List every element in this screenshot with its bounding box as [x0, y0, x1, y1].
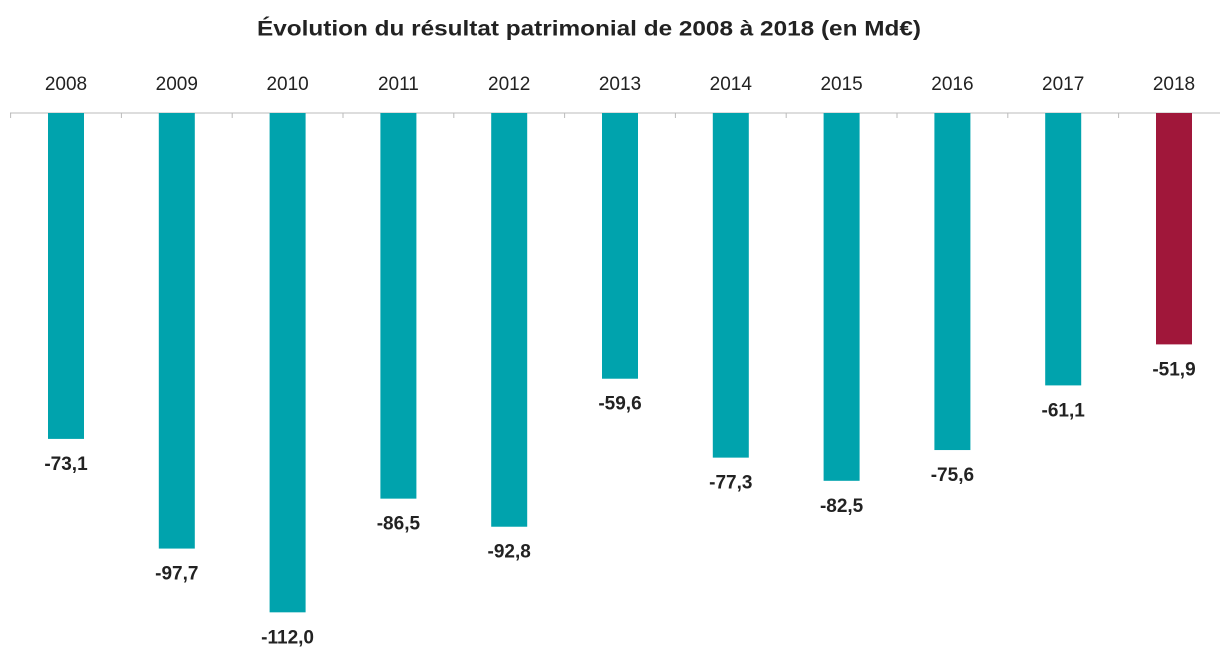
- chart-title: Évolution du résultat patrimonial de 200…: [257, 18, 921, 41]
- x-tick-label: 2017: [1042, 74, 1084, 95]
- bar: [48, 113, 84, 439]
- value-label: -97,7: [155, 564, 198, 585]
- x-tick-label: 2009: [156, 74, 198, 95]
- value-label: -82,5: [820, 496, 864, 517]
- bar: [712, 113, 749, 458]
- bar: [491, 113, 528, 527]
- bar: [602, 113, 638, 379]
- x-tick-label: 2015: [820, 74, 862, 95]
- bar: [158, 113, 195, 549]
- x-tick-label: 2011: [378, 74, 419, 95]
- value-label: -59,6: [598, 394, 641, 415]
- value-label: -92,8: [488, 542, 531, 563]
- value-label: -86,5: [377, 514, 421, 535]
- bar: [1156, 113, 1192, 345]
- value-label: -73,1: [44, 454, 88, 475]
- bar: [1045, 113, 1082, 386]
- bar: [269, 113, 306, 613]
- x-tick-label: 2013: [599, 74, 641, 95]
- bar: [934, 113, 971, 451]
- bar: [380, 113, 417, 499]
- x-tick-label: 2016: [931, 74, 973, 95]
- x-tick-label: 2008: [45, 74, 87, 95]
- bar: [823, 113, 860, 481]
- value-label: -75,6: [931, 465, 974, 486]
- value-label: -112,0: [261, 627, 314, 648]
- x-tick-label: 2014: [710, 74, 753, 95]
- x-tick-label: 2018: [1153, 74, 1195, 95]
- x-tick-label: 2012: [488, 74, 530, 95]
- value-label: -77,3: [709, 473, 752, 494]
- x-tick-label: 2010: [266, 74, 308, 95]
- value-label: -61,1: [1042, 400, 1086, 421]
- value-label: -51,9: [1152, 359, 1195, 380]
